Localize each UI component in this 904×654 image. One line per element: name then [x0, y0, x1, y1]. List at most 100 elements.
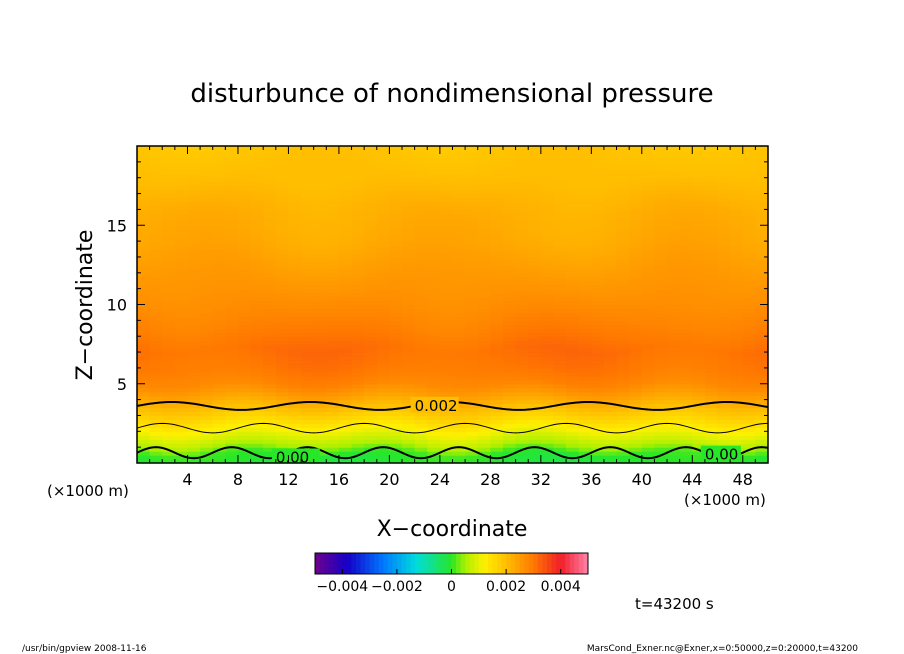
heatmap-cell: [540, 300, 555, 306]
colorbar-segment: [515, 553, 521, 574]
heatmap-cell: [755, 276, 768, 282]
heatmap-cell: [149, 443, 163, 448]
heatmap-cell: [452, 356, 466, 361]
heatmap-cell: [149, 304, 163, 310]
heatmap-cell: [477, 252, 491, 258]
heatmap-cell: [465, 336, 479, 341]
heatmap-cell: [667, 455, 681, 460]
heatmap-cell: [212, 443, 226, 448]
heatmap-cell: [490, 165, 504, 171]
heatmap-cell: [225, 264, 239, 270]
heatmap-cell: [162, 185, 176, 191]
heatmap-cell: [566, 371, 580, 377]
heatmap-cell: [427, 411, 441, 417]
heatmap-cell: [629, 149, 643, 155]
heatmap-cell: [338, 225, 353, 230]
heatmap-cell: [162, 431, 176, 436]
colorbar-segment: [519, 553, 525, 574]
heatmap-cell: [427, 375, 441, 381]
heatmap-cell: [654, 352, 668, 357]
heatmap-cell: [704, 189, 719, 195]
heatmap-cell: [502, 332, 517, 337]
heatmap-cell: [578, 217, 592, 222]
heatmap-cell: [402, 292, 416, 298]
heatmap-cell: [641, 300, 656, 306]
heatmap-cell: [275, 260, 290, 266]
colorbar-segment: [524, 553, 530, 574]
heatmap-cell: [187, 157, 201, 163]
heatmap-cell: [301, 149, 315, 155]
heatmap-cell: [275, 320, 290, 325]
heatmap-cell: [654, 201, 668, 207]
heatmap-cell: [301, 249, 315, 254]
heatmap-cell: [641, 205, 656, 210]
heatmap-cell: [641, 443, 656, 448]
heatmap-cell: [553, 455, 567, 460]
heatmap-cell: [540, 324, 555, 329]
heatmap-cell: [528, 252, 542, 258]
colorbar-segment: [319, 553, 325, 574]
heatmap-cell: [174, 197, 189, 203]
heatmap-cell: [389, 237, 403, 242]
heatmap-cell: [225, 455, 239, 460]
heatmap-cell: [301, 379, 315, 385]
heatmap-cell: [174, 348, 189, 353]
heatmap-cell: [402, 177, 416, 183]
heatmap-cell: [452, 340, 466, 345]
heatmap-cell: [376, 312, 390, 317]
heatmap-cell: [389, 177, 403, 183]
heatmap-cell: [654, 197, 668, 203]
heatmap-cell: [174, 201, 189, 207]
heatmap-cell: [553, 249, 567, 254]
heatmap-cell: [692, 443, 706, 448]
heatmap-cell: [452, 431, 466, 436]
heatmap-cell: [326, 383, 340, 389]
heatmap-cell: [502, 300, 517, 306]
heatmap-cell: [364, 332, 378, 337]
heatmap-cell: [162, 225, 176, 230]
heatmap-cell: [288, 403, 302, 409]
heatmap-cell: [326, 173, 340, 179]
heatmap-cell: [376, 292, 390, 298]
heatmap-cell: [250, 245, 264, 250]
heatmap-cell: [414, 165, 428, 171]
heatmap-cell: [667, 264, 681, 270]
heatmap-cell: [149, 340, 163, 345]
heatmap-cell: [326, 336, 340, 341]
heatmap-cell: [578, 153, 592, 159]
heatmap-cell: [402, 363, 416, 369]
heatmap-cell: [427, 415, 441, 421]
heatmap-cell: [237, 264, 252, 270]
heatmap-cell: [730, 260, 744, 266]
colorbar-segment: [528, 553, 534, 574]
heatmap-cell: [313, 340, 327, 345]
heatmap-cell: [553, 320, 567, 325]
heatmap-cell: [225, 411, 239, 417]
heatmap-cell: [288, 146, 302, 151]
heatmap-cell: [578, 324, 592, 329]
heatmap-cell: [477, 233, 491, 238]
heatmap-cell: [667, 217, 681, 222]
heatmap-cell: [477, 427, 491, 432]
heatmap-cell: [376, 173, 390, 179]
heatmap-cell: [578, 300, 592, 306]
heatmap-cell: [629, 181, 643, 187]
heatmap-cell: [566, 169, 580, 175]
heatmap-cell: [566, 193, 580, 199]
heatmap-cell: [351, 403, 365, 409]
heatmap-cell: [742, 367, 756, 373]
heatmap-cell: [200, 371, 214, 377]
heatmap-cell: [174, 328, 189, 333]
heatmap-cell: [174, 252, 189, 258]
heatmap-cell: [200, 387, 214, 393]
heatmap-cell: [641, 165, 656, 171]
heatmap-cell: [263, 371, 277, 377]
heatmap-cell: [301, 252, 315, 258]
heatmap-cell: [540, 407, 555, 413]
heatmap-cell: [225, 237, 239, 242]
heatmap-cell: [465, 391, 479, 397]
heatmap-cell: [465, 225, 479, 230]
heatmap-cell: [679, 288, 693, 294]
heatmap-cell: [616, 149, 630, 155]
heatmap-cell: [225, 185, 239, 191]
